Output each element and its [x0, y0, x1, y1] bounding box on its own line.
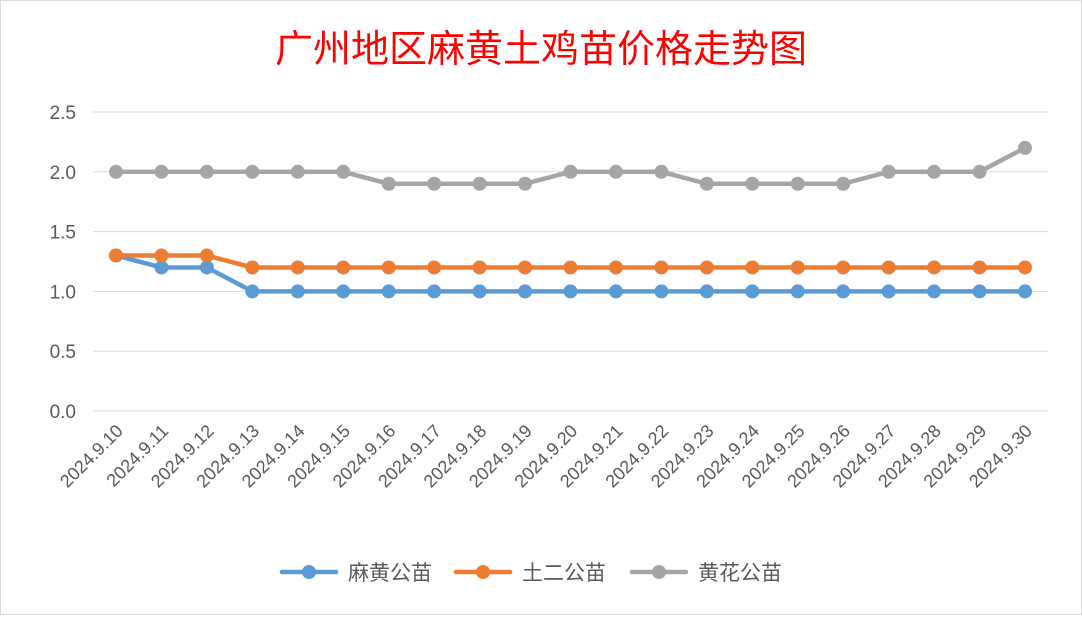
data-point [790, 176, 805, 191]
data-point [927, 284, 942, 299]
data-point [109, 248, 123, 263]
data-point [654, 164, 669, 179]
data-point [608, 164, 623, 179]
data-point [109, 164, 123, 179]
legend-label: 麻黄公苗 [348, 561, 432, 585]
data-point [790, 260, 805, 275]
chart-title: 广州地区麻黄土鸡苗价格走势图 [275, 27, 807, 71]
data-point [972, 284, 987, 299]
data-point [154, 164, 169, 179]
data-point [927, 260, 942, 275]
legend-item: 土二公苗 [453, 561, 606, 585]
data-point [245, 260, 260, 275]
legend-swatch-marker [652, 565, 666, 579]
series-1 [109, 248, 1032, 299]
data-point [836, 176, 851, 191]
data-point [563, 164, 578, 179]
data-point [836, 284, 851, 299]
data-point [881, 164, 896, 179]
data-point [927, 164, 942, 179]
data-point [290, 260, 305, 275]
data-point [154, 248, 169, 263]
data-point [608, 284, 623, 299]
data-point [427, 284, 442, 299]
legend-swatch-marker [476, 565, 490, 579]
y-tick-label: 2.5 [50, 103, 76, 124]
data-point [745, 284, 760, 299]
data-point [790, 284, 805, 299]
data-point [472, 260, 487, 275]
data-point [199, 164, 214, 179]
data-point [654, 284, 669, 299]
data-point [1018, 140, 1032, 155]
data-point [518, 260, 533, 275]
data-point [608, 260, 623, 275]
data-point [972, 164, 987, 179]
data-point [381, 284, 396, 299]
legend-item: 黄花公苗 [629, 561, 782, 585]
data-point [199, 248, 214, 263]
data-point [699, 176, 714, 191]
data-point [654, 260, 669, 275]
legend-label: 土二公苗 [522, 561, 606, 585]
series-2 [109, 248, 1032, 275]
y-tick-label: 0.5 [50, 342, 76, 363]
data-point [563, 284, 578, 299]
data-point [336, 260, 351, 275]
series-3 [109, 140, 1032, 191]
data-point [518, 176, 533, 191]
data-point [472, 284, 487, 299]
legend-swatch-marker [302, 565, 316, 579]
data-point [245, 164, 260, 179]
y-tick-label: 2.0 [50, 163, 76, 184]
y-tick-label: 0.0 [50, 402, 76, 423]
data-point [290, 164, 305, 179]
y-axis-ticks: 0.0 0.5 1.0 1.5 2.0 2.5 [50, 103, 76, 423]
data-point [881, 260, 896, 275]
data-point [381, 176, 396, 191]
data-point [836, 260, 851, 275]
legend-item: 麻黄公苗 [279, 561, 432, 585]
data-point [745, 176, 760, 191]
y-tick-label: 1.0 [50, 282, 76, 303]
data-point [699, 284, 714, 299]
data-point [699, 260, 714, 275]
y-tick-label: 1.5 [50, 223, 76, 244]
data-point [563, 260, 578, 275]
data-point [290, 284, 305, 299]
legend: 麻黄公苗 土二公苗 黄花公苗 [279, 561, 782, 585]
legend-label: 黄花公苗 [698, 561, 782, 585]
data-point [336, 164, 351, 179]
data-point [472, 176, 487, 191]
data-point [1018, 260, 1032, 275]
data-point [199, 260, 214, 275]
data-point [245, 284, 260, 299]
data-point [154, 260, 169, 275]
series-group [109, 140, 1032, 299]
data-point [745, 260, 760, 275]
data-point [336, 284, 351, 299]
data-point [381, 260, 396, 275]
data-point [972, 260, 987, 275]
data-point [1018, 284, 1032, 299]
data-point [427, 176, 442, 191]
data-point [518, 284, 533, 299]
data-point [427, 260, 442, 275]
data-point [881, 284, 896, 299]
